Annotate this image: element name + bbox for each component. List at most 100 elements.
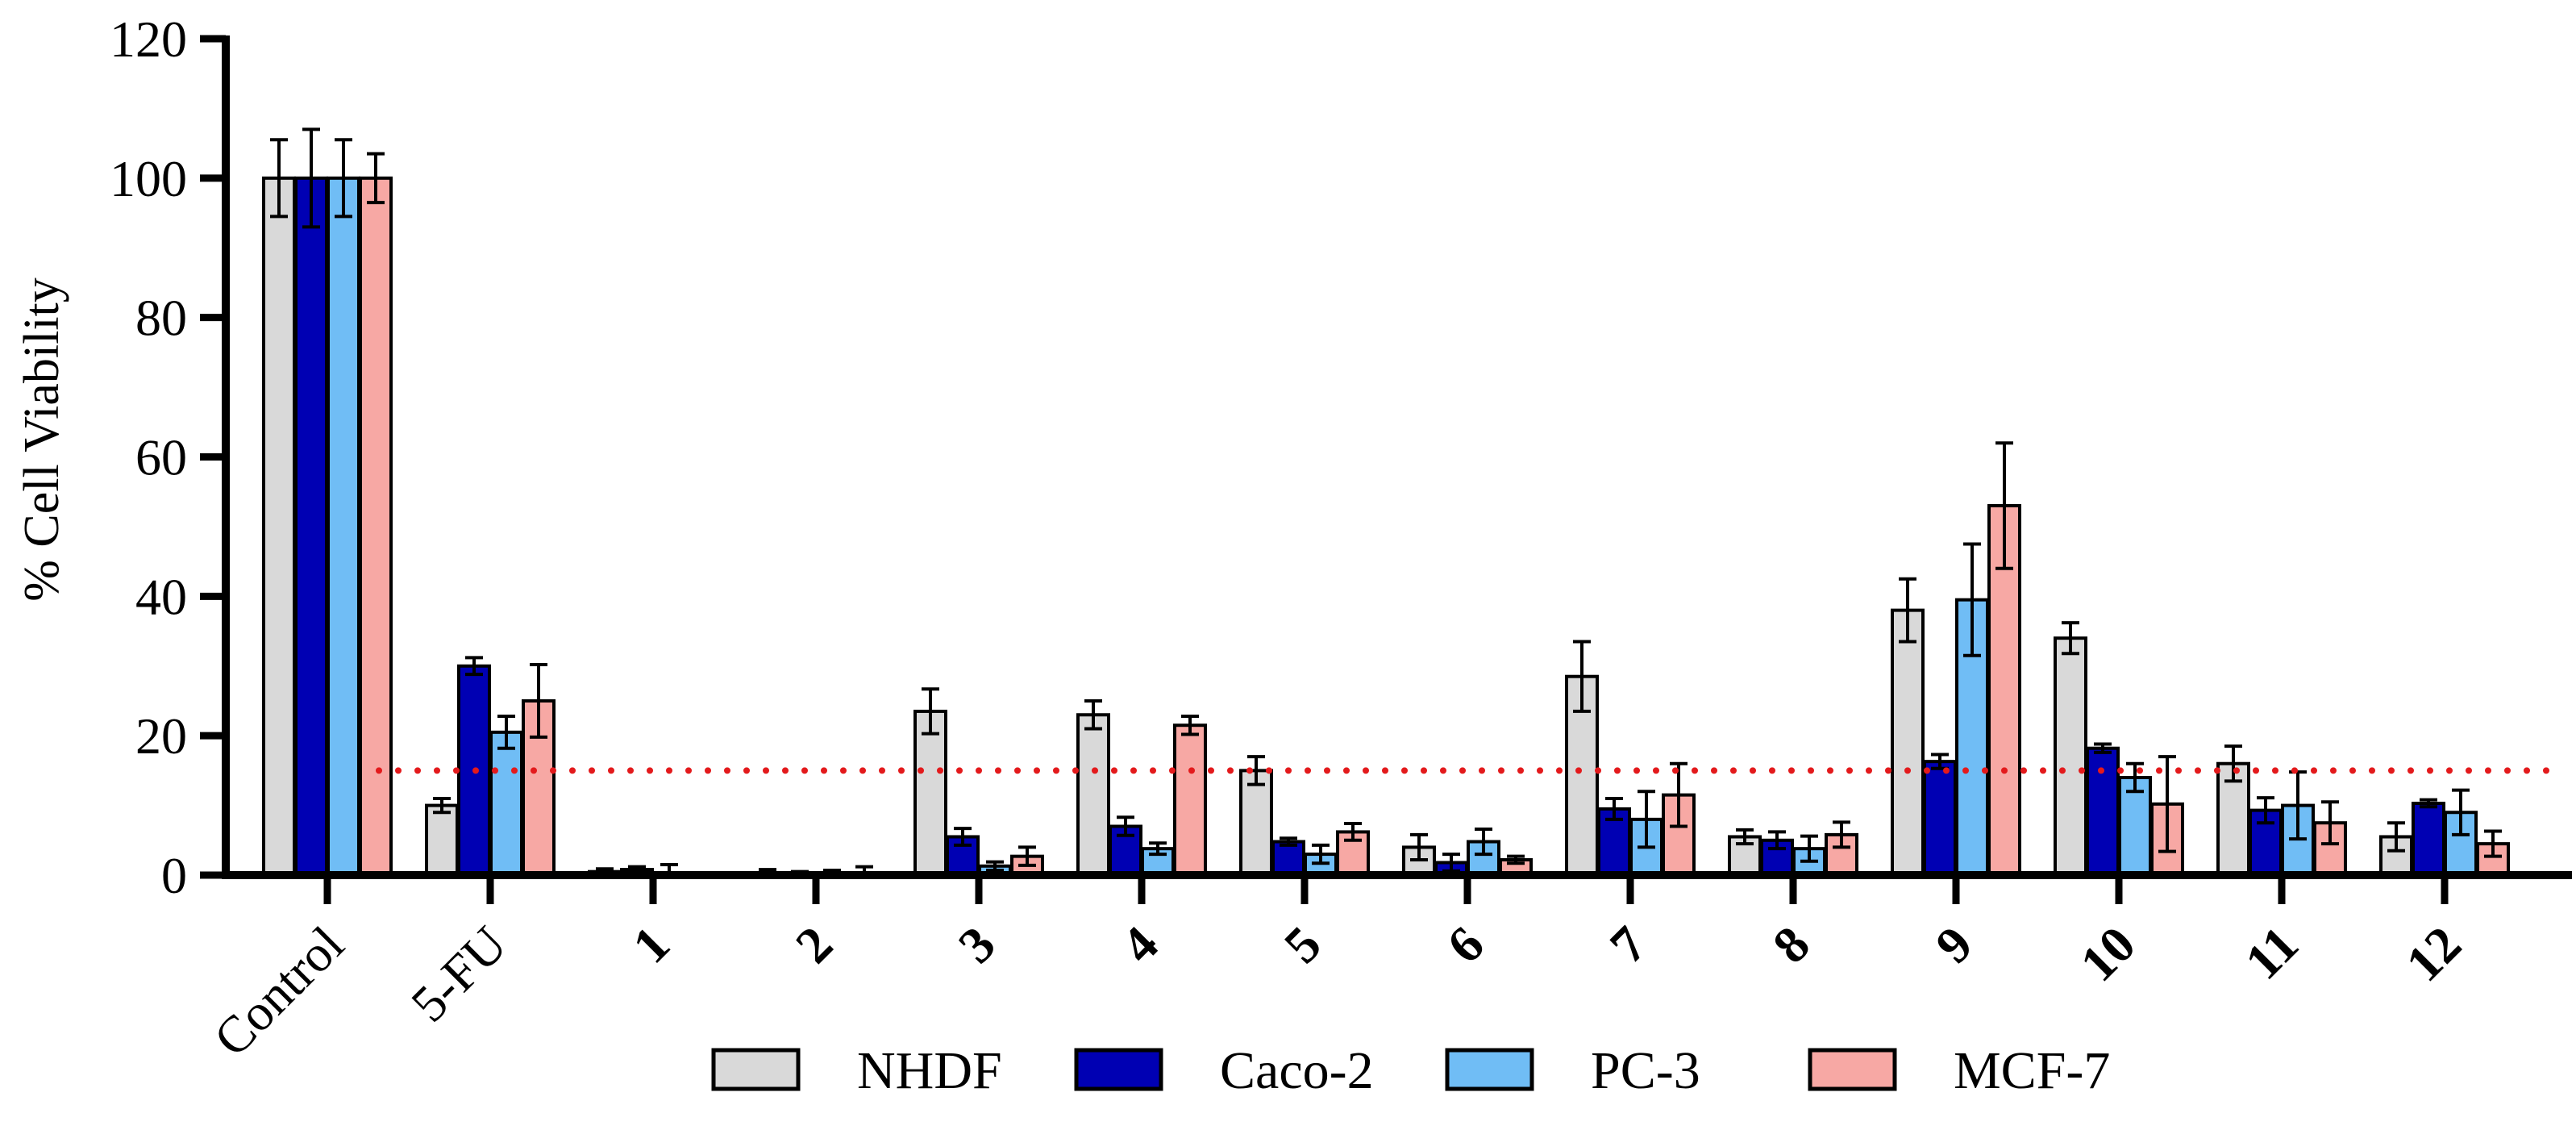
error-bar-pc-3-6 bbox=[1475, 827, 1492, 857]
error-bar-nhdf-12 bbox=[2387, 821, 2405, 853]
error-bar-mcf-7-4 bbox=[1181, 714, 1199, 736]
bar-mcf-7-control bbox=[359, 176, 393, 878]
error-bar-mcf-7-control bbox=[367, 152, 385, 205]
legend-item-caco-2: Caco-2 bbox=[1074, 1041, 1374, 1100]
error-bar-mcf-7-12 bbox=[2484, 829, 2502, 858]
x-tick-label: 10 bbox=[2069, 915, 2145, 992]
bar-nhdf-4 bbox=[1076, 713, 1110, 877]
error-bar-pc-3-5 bbox=[1312, 843, 1330, 865]
x-tick-label: 11 bbox=[2234, 915, 2309, 990]
y-tick-label: 80 bbox=[135, 290, 187, 347]
legend-swatch-pc-3 bbox=[1445, 1048, 1534, 1091]
error-bar-pc-3-4 bbox=[1149, 841, 1167, 857]
error-bar-mcf-7-6 bbox=[1507, 854, 1525, 865]
error-bar-caco-2-10 bbox=[2094, 742, 2112, 754]
legend-swatch-nhdf bbox=[711, 1048, 801, 1091]
error-bar-mcf-7-10 bbox=[2158, 755, 2176, 853]
error-bar-nhdf-10 bbox=[2062, 621, 2079, 656]
error-bar-mcf-7-3 bbox=[1018, 845, 1036, 867]
error-bar-mcf-7-7 bbox=[1670, 761, 1688, 828]
error-bar-caco-2-8 bbox=[1768, 830, 1786, 851]
error-bar-pc-3-8 bbox=[1800, 834, 1818, 863]
error-bar-caco-2-5 bbox=[1280, 836, 1297, 847]
legend-swatch-caco-2 bbox=[1074, 1048, 1163, 1091]
bar-nhdf-9 bbox=[1891, 608, 1925, 877]
x-tick-label: 12 bbox=[2395, 915, 2471, 992]
error-bar-caco-2-4 bbox=[1117, 815, 1134, 837]
error-bar-pc-3-9 bbox=[1963, 542, 1981, 657]
legend: NHDF Caco-2 PC-3 MCF-7 bbox=[711, 1041, 2110, 1100]
bar-pc-3-control bbox=[327, 176, 360, 878]
error-bar-nhdf-control bbox=[270, 138, 288, 219]
bar-nhdf-5 bbox=[1239, 769, 1273, 877]
y-tick-label: 0 bbox=[161, 847, 187, 904]
error-bar-pc-3-5-fu bbox=[497, 714, 515, 750]
x-tick-label: 2 bbox=[784, 915, 843, 974]
error-bar-mcf-7-11 bbox=[2321, 800, 2339, 846]
error-bar-pc-3-control bbox=[335, 138, 352, 219]
bar-nhdf-control bbox=[262, 176, 296, 878]
bar-caco-2-9 bbox=[1923, 760, 1957, 877]
x-tick-label: 8 bbox=[1762, 915, 1821, 974]
x-tick-label: 5-FU bbox=[400, 915, 518, 1033]
error-bar-mcf-7-8 bbox=[1833, 820, 1850, 849]
error-bar-pc-3-10 bbox=[2126, 761, 2144, 794]
legend-item-nhdf: NHDF bbox=[711, 1041, 1002, 1100]
error-bars-layer bbox=[270, 127, 2502, 877]
legend-label-caco-2: Caco-2 bbox=[1220, 1041, 1374, 1100]
legend-label-mcf-7: MCF-7 bbox=[1954, 1041, 2110, 1100]
error-bar-caco-2-12 bbox=[2420, 798, 2437, 809]
y-tick-label: 20 bbox=[135, 707, 187, 765]
error-bar-nhdf-8 bbox=[1736, 828, 1754, 846]
y-tick-label: 100 bbox=[110, 150, 187, 207]
x-tick-label: 5 bbox=[1273, 915, 1332, 974]
error-bar-caco-2-6 bbox=[1442, 853, 1460, 873]
y-tick-label: 40 bbox=[135, 568, 187, 625]
error-bar-caco-2-7 bbox=[1605, 796, 1623, 821]
error-bar-caco-2-11 bbox=[2257, 796, 2274, 825]
error-bar-mcf-7-9 bbox=[1995, 441, 2013, 570]
error-bar-pc-3-3 bbox=[986, 860, 1004, 872]
error-bar-caco-2-5-fu bbox=[465, 656, 483, 677]
bar-nhdf-5-fu bbox=[425, 803, 459, 877]
error-bar-pc-3-7 bbox=[1638, 790, 1655, 849]
error-bar-mcf-7-5-fu bbox=[530, 663, 547, 739]
error-bar-nhdf-3 bbox=[922, 687, 939, 736]
y-axis-title: % Cell Viability bbox=[15, 277, 69, 602]
x-tick-label: 7 bbox=[1599, 915, 1658, 974]
x-tick-label: Control bbox=[202, 915, 354, 1067]
error-bar-pc-3-12 bbox=[2452, 788, 2470, 836]
x-tick-label: 9 bbox=[1925, 915, 1983, 974]
y-tick-label: 120 bbox=[110, 10, 187, 68]
x-tick-label: 6 bbox=[1436, 915, 1495, 974]
bar-nhdf-3 bbox=[913, 709, 947, 877]
legend-item-mcf-7: MCF-7 bbox=[1808, 1041, 2110, 1100]
error-bar-nhdf-6 bbox=[1410, 832, 1428, 861]
bar-pc-3-5-fu bbox=[489, 730, 523, 877]
error-bar-nhdf-5-fu bbox=[433, 796, 451, 815]
legend-item-pc-3: PC-3 bbox=[1445, 1041, 1700, 1100]
bar-caco-2-control bbox=[294, 176, 328, 878]
x-tick-label: 3 bbox=[947, 915, 1006, 974]
bar-caco-2-10 bbox=[2086, 746, 2120, 878]
error-bar-nhdf-9 bbox=[1899, 577, 1916, 644]
x-tick-label: 1 bbox=[622, 915, 680, 974]
axes-layer bbox=[200, 35, 2572, 904]
legend-label-nhdf: NHDF bbox=[857, 1041, 1002, 1100]
error-bar-nhdf-4 bbox=[1084, 698, 1102, 731]
error-bar-mcf-7-5 bbox=[1344, 822, 1362, 842]
error-bar-caco-2-control bbox=[302, 127, 320, 229]
legend-label-pc-3: PC-3 bbox=[1591, 1041, 1700, 1100]
bar-mcf-7-4 bbox=[1173, 723, 1207, 877]
y-tick-label: 60 bbox=[135, 429, 187, 486]
bar-caco-2-12 bbox=[2412, 801, 2445, 878]
error-bar-nhdf-7 bbox=[1573, 640, 1591, 713]
error-bar-caco-2-3 bbox=[954, 827, 972, 847]
bar-nhdf-10 bbox=[2054, 636, 2087, 878]
error-bar-nhdf-5 bbox=[1247, 755, 1265, 786]
legend-swatch-mcf-7 bbox=[1808, 1048, 1897, 1091]
error-bar-nhdf-11 bbox=[2224, 744, 2242, 783]
x-tick-label: 4 bbox=[1110, 915, 1169, 974]
